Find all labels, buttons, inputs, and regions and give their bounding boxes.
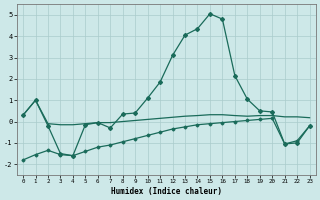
X-axis label: Humidex (Indice chaleur): Humidex (Indice chaleur) [111, 187, 222, 196]
